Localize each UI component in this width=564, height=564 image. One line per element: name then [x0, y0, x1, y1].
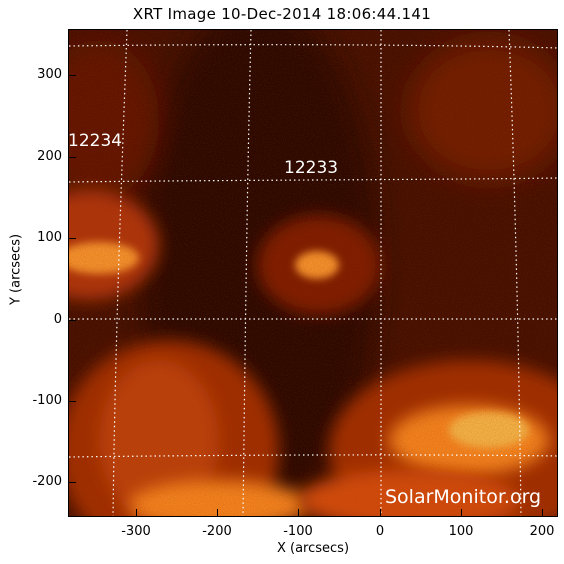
solar-xray-image: [69, 30, 557, 516]
y-tick-label: 200: [37, 149, 62, 164]
watermark: SolarMonitor.org: [385, 486, 542, 508]
x-tick-mark: [136, 509, 137, 517]
x-tick-label: 0: [375, 524, 385, 539]
x-tick-label: 100: [448, 524, 474, 539]
x-tick-mark: [461, 509, 462, 517]
y-tick-mark: [68, 238, 76, 239]
x-tick-label: -300: [121, 524, 151, 539]
heliographic-grid: [69, 30, 557, 516]
x-axis-label: X (arcsecs): [276, 541, 350, 556]
image-title: XRT Image 10-Dec-2014 18:06:44.141: [132, 5, 432, 23]
y-tick-mark: [68, 401, 76, 402]
active-region-label-12233: 12233: [284, 158, 339, 178]
y-tick-mark: [68, 320, 76, 321]
y-axis-label: Y (arcsecs): [8, 233, 24, 306]
y-tick-label: -100: [32, 393, 62, 408]
x-tick-label: 200: [529, 524, 555, 539]
x-tick-mark: [217, 509, 218, 517]
y-tick-mark: [68, 157, 76, 158]
x-tick-mark: [298, 509, 299, 517]
solar-image-frame: [68, 29, 558, 517]
active-region-label-12234: 12234: [68, 131, 123, 151]
y-tick-mark: [68, 482, 76, 483]
y-tick-mark: [68, 75, 76, 76]
x-tick-label: -100: [283, 524, 313, 539]
y-tick-label: 100: [37, 230, 62, 245]
y-tick-label: -200: [32, 474, 62, 489]
y-tick-label: 300: [37, 67, 62, 82]
x-tick-mark: [542, 509, 543, 517]
x-tick-label: -200: [202, 524, 232, 539]
y-tick-label: 0: [53, 312, 62, 327]
x-tick-mark: [380, 509, 381, 517]
